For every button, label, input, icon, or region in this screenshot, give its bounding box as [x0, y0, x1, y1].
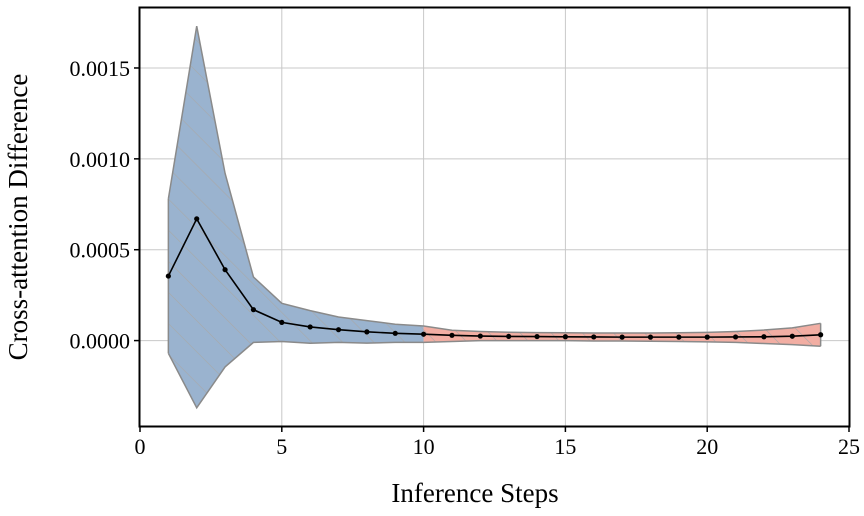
data-point	[194, 216, 200, 222]
data-point	[421, 331, 427, 337]
data-point	[562, 334, 569, 340]
x-tick-label: 10	[413, 434, 435, 459]
data-point	[165, 273, 171, 279]
data-point	[477, 333, 483, 339]
x-tick-label: 20	[696, 434, 718, 459]
y-tick-label: 0.0010	[70, 147, 131, 172]
data-point	[732, 334, 739, 340]
y-ticks: 0.0000 0.0005 0.0010 0.0015	[70, 56, 140, 354]
y-axis-label: Cross-attention Difference	[3, 74, 33, 361]
y-tick-label: 0.0015	[70, 56, 131, 81]
y-tick-label: 0.0005	[70, 238, 131, 263]
data-point	[591, 334, 597, 340]
mean-line-group	[165, 216, 824, 340]
band-lower-edge	[167, 339, 821, 410]
x-tick-label: 25	[838, 434, 860, 459]
grid	[140, 8, 849, 426]
data-point	[619, 334, 625, 340]
x-axis-label: Inference Steps	[391, 478, 558, 508]
data-point	[789, 333, 795, 339]
data-point	[534, 333, 540, 340]
data-point	[335, 327, 342, 333]
data-point	[364, 329, 370, 335]
data-point	[307, 324, 313, 330]
data-point	[392, 330, 398, 336]
data-point	[761, 334, 767, 340]
data-point	[222, 267, 228, 273]
data-point	[647, 334, 654, 340]
data-point	[676, 334, 682, 340]
y-tick-label: 0.0000	[70, 329, 131, 354]
mean-line	[167, 217, 821, 338]
band-upper-edge	[167, 26, 821, 334]
x-tick-label: 0	[135, 434, 146, 459]
x-ticks: 0 5 10 15 20 25	[135, 426, 860, 459]
bands	[167, 26, 822, 410]
data-point	[818, 332, 824, 338]
confidence-band-hatch-1	[168, 26, 424, 408]
data-point	[449, 332, 455, 338]
plot-frame	[138, 6, 851, 428]
data-point	[250, 307, 257, 313]
data-point	[279, 319, 285, 326]
data-point	[506, 333, 512, 340]
x-tick-label: 15	[554, 434, 576, 459]
x-tick-label: 5	[276, 434, 287, 459]
data-point	[704, 334, 710, 340]
